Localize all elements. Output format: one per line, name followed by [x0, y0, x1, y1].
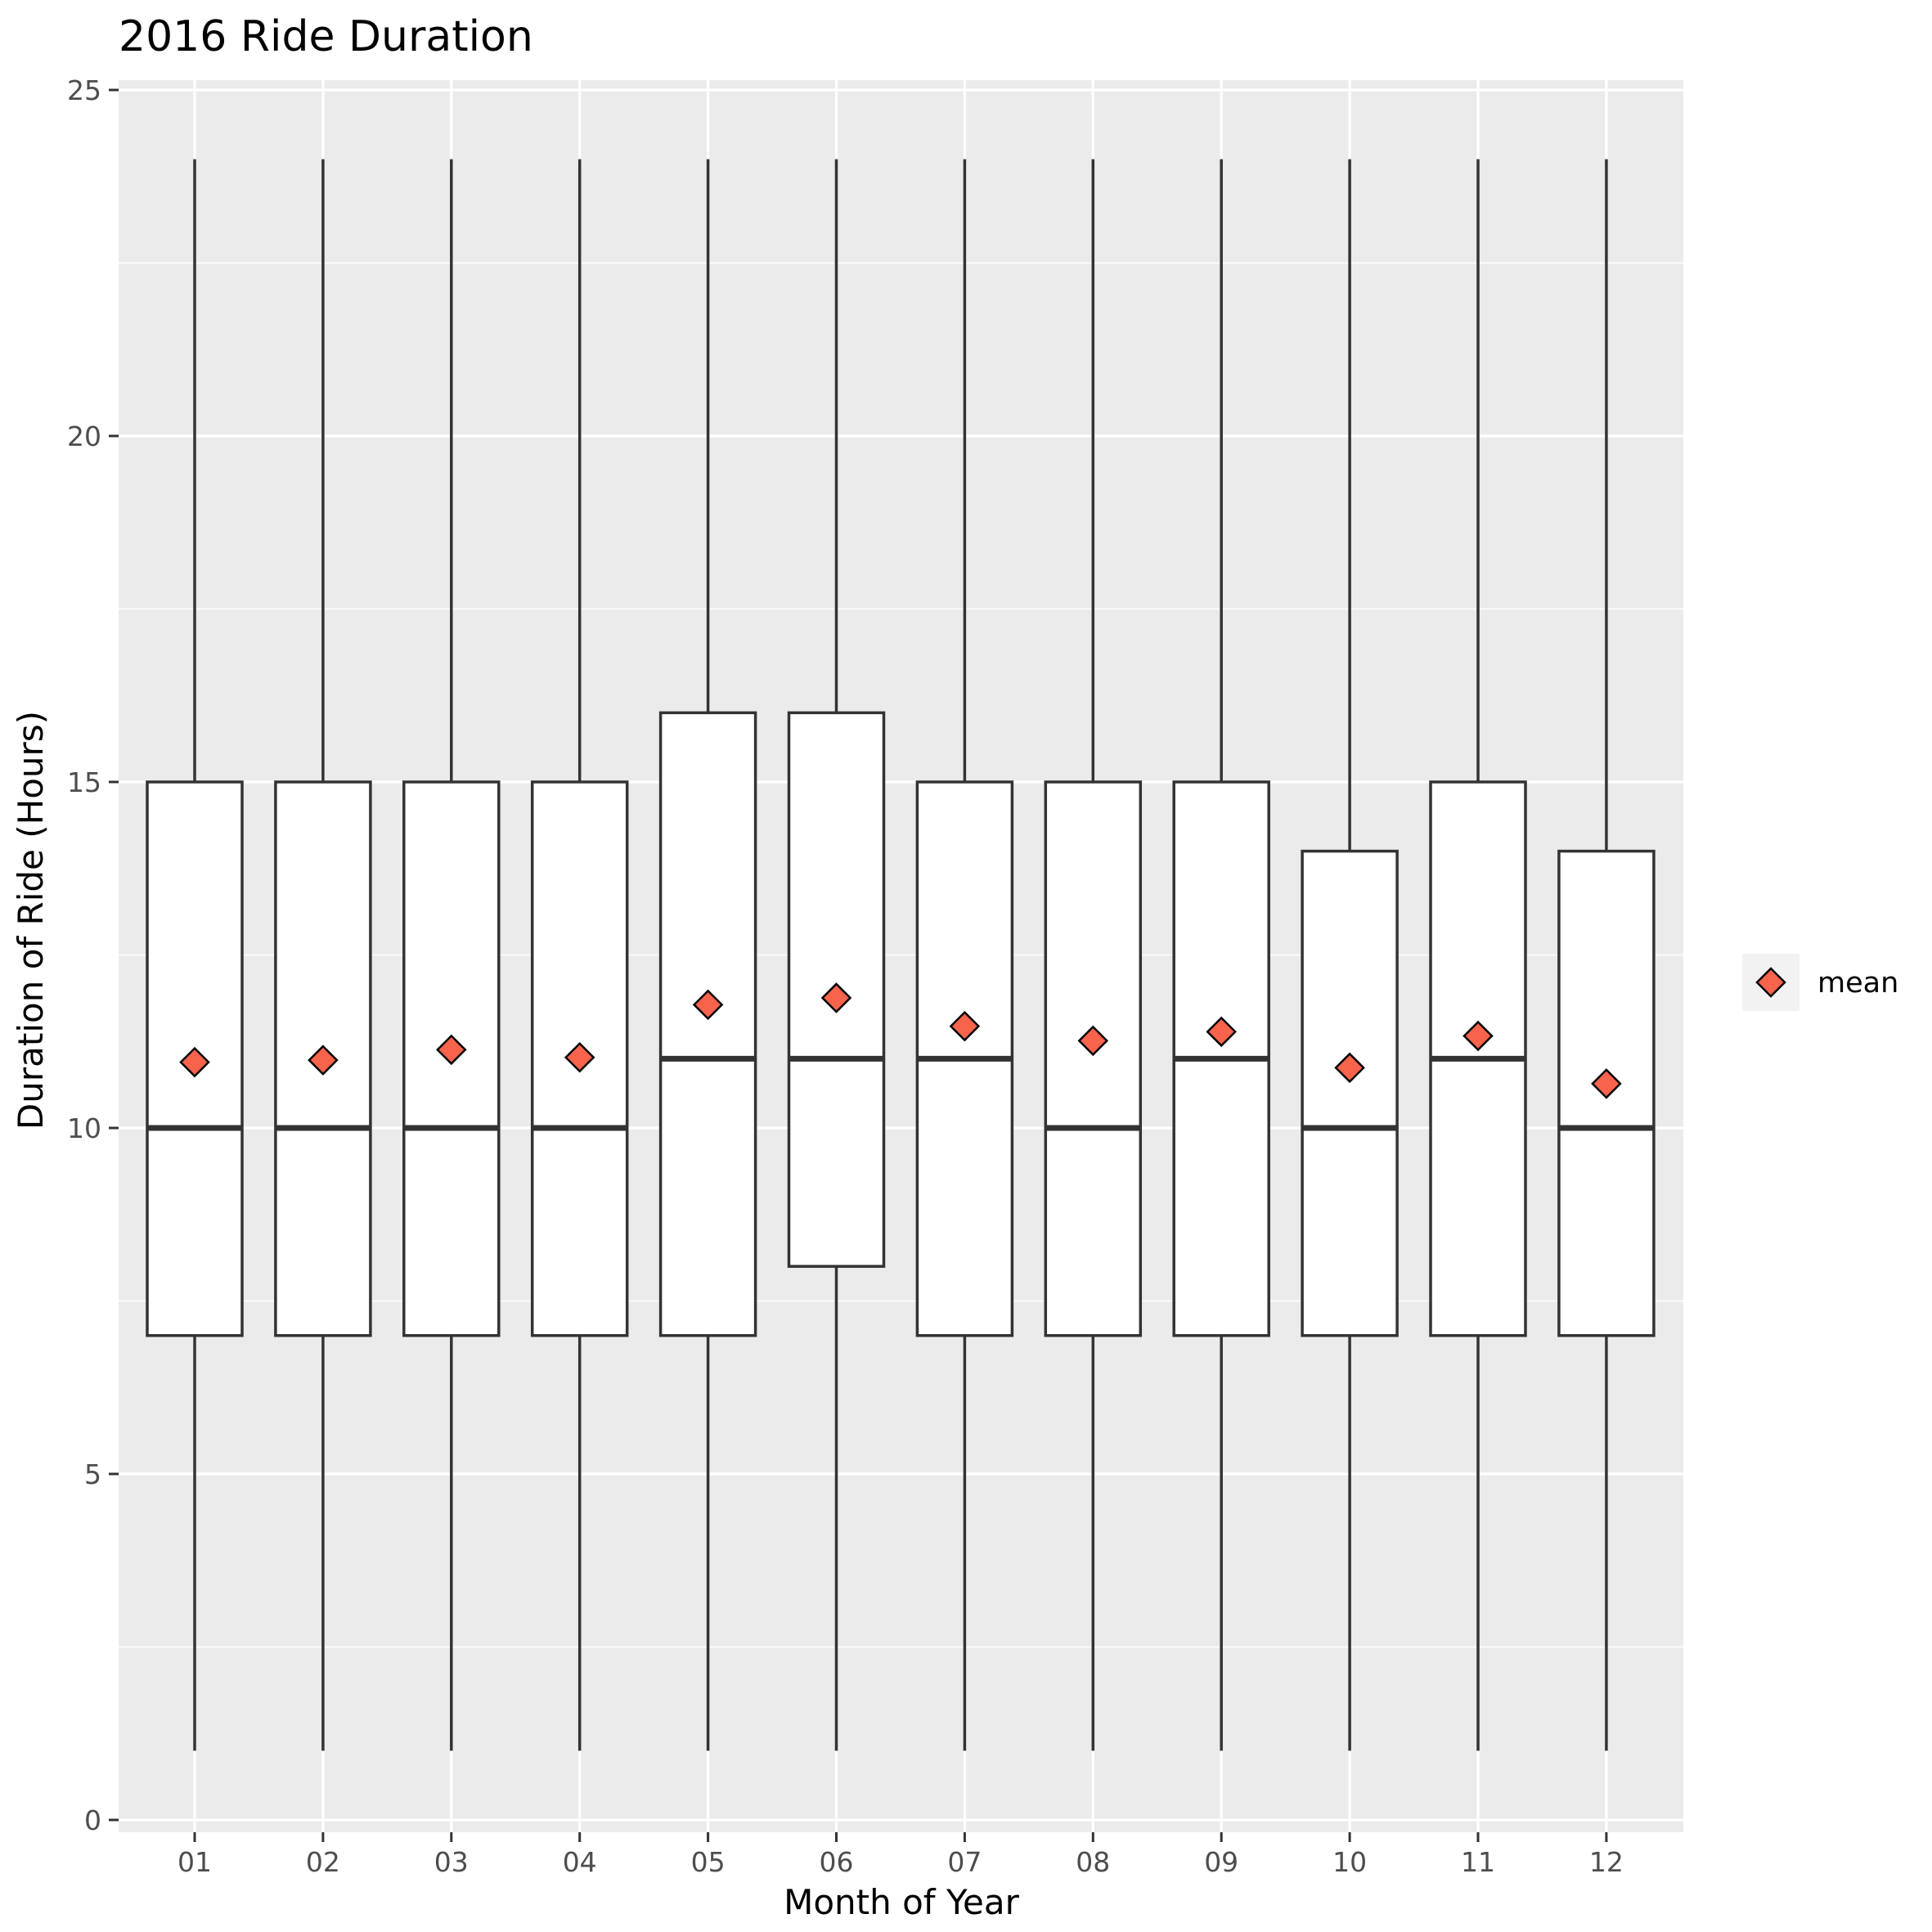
box-09 — [1172, 159, 1270, 1751]
mean-diamond-08 — [1077, 1025, 1109, 1057]
mean-diamond-11 — [1462, 1020, 1494, 1052]
mean-diamond-12 — [1591, 1068, 1622, 1099]
plot-panel — [119, 80, 1683, 1832]
mean-diamond-05 — [692, 989, 724, 1021]
box-03 — [402, 159, 501, 1751]
box-11 — [1429, 159, 1527, 1751]
x-tick-label: 04 — [563, 1846, 597, 1878]
x-tick-label: 01 — [177, 1846, 212, 1878]
box-07 — [915, 159, 1014, 1751]
x-tick-label: 11 — [1461, 1846, 1495, 1878]
chart-title: 2016 Ride Duration — [119, 12, 533, 61]
box-05 — [658, 159, 757, 1751]
y-axis-title: Duration of Ride (Hours) — [11, 711, 51, 1130]
x-tick-label: 02 — [306, 1846, 340, 1878]
mean-diamond-02 — [308, 1045, 339, 1076]
legend-diamond-icon — [1755, 967, 1786, 998]
box-iqr — [1301, 849, 1399, 1337]
y-tick-label: 25 — [67, 74, 101, 106]
legend: mean — [1742, 954, 1898, 1011]
y-tick-label: 5 — [84, 1458, 101, 1490]
x-tick-label: 06 — [820, 1846, 854, 1878]
y-tick-label: 10 — [67, 1112, 101, 1144]
x-tick-label: 12 — [1589, 1846, 1624, 1878]
y-axis: 0 5 10 15 20 25 — [67, 74, 119, 1836]
y-tick-label: 15 — [67, 766, 101, 798]
mean-diamond-10 — [1334, 1052, 1365, 1084]
x-axis-title: Month of Year — [784, 1882, 1019, 1922]
x-tick-label: 07 — [947, 1846, 982, 1878]
mean-diamond-04 — [564, 1041, 595, 1073]
y-tick-label: 20 — [67, 420, 101, 452]
box-series — [146, 159, 1656, 1751]
box-iqr — [402, 780, 501, 1337]
legend-label: mean — [1817, 967, 1898, 1000]
box-iqr — [658, 711, 757, 1337]
x-tick-label: 05 — [691, 1846, 726, 1878]
mean-markers — [179, 982, 1622, 1099]
y-tick-label: 0 — [84, 1804, 101, 1836]
mean-diamond-01 — [179, 1046, 210, 1078]
mean-diamond-07 — [949, 1010, 981, 1042]
x-axis: 01 02 03 04 05 06 07 08 09 10 11 12 — [177, 1832, 1624, 1878]
x-tick-label: 03 — [434, 1846, 469, 1878]
mean-diamond-06 — [820, 982, 852, 1013]
mean-diamond-03 — [436, 1034, 467, 1066]
box-10 — [1301, 159, 1399, 1751]
x-tick-label: 10 — [1332, 1846, 1367, 1878]
mean-diamond-09 — [1206, 1016, 1237, 1048]
box-iqr — [1044, 780, 1143, 1337]
x-tick-label: 08 — [1076, 1846, 1110, 1878]
box-08 — [1044, 159, 1143, 1751]
x-tick-label: 09 — [1204, 1846, 1238, 1878]
minor-gridlines — [119, 262, 1683, 1648]
